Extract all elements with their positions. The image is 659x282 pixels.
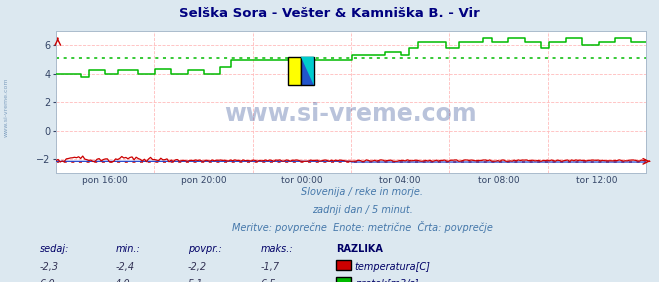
Text: -2,4: -2,4 [115, 262, 134, 272]
Polygon shape [301, 57, 314, 85]
Text: 5,1: 5,1 [188, 279, 204, 282]
Text: -2,2: -2,2 [188, 262, 207, 272]
Text: maks.:: maks.: [260, 244, 293, 254]
Text: 6,5: 6,5 [260, 279, 276, 282]
Text: temperatura[C]: temperatura[C] [355, 262, 430, 272]
Text: min.:: min.: [115, 244, 140, 254]
Text: povpr.:: povpr.: [188, 244, 221, 254]
Text: -2,3: -2,3 [40, 262, 59, 272]
Text: 4,0: 4,0 [115, 279, 131, 282]
FancyBboxPatch shape [301, 57, 314, 85]
Text: pretok[m3/s]: pretok[m3/s] [355, 279, 418, 282]
Text: 6,0: 6,0 [40, 279, 55, 282]
Text: www.si-vreme.com: www.si-vreme.com [225, 102, 477, 125]
FancyBboxPatch shape [288, 57, 301, 85]
Text: zadnji dan / 5 minut.: zadnji dan / 5 minut. [312, 205, 413, 215]
Text: Slovenija / reke in morje.: Slovenija / reke in morje. [301, 187, 424, 197]
Text: sedaj:: sedaj: [40, 244, 69, 254]
Text: -1,7: -1,7 [260, 262, 279, 272]
Text: RAZLIKA: RAZLIKA [336, 244, 383, 254]
Text: Selška Sora - Vešter & Kamniška B. - Vir: Selška Sora - Vešter & Kamniška B. - Vir [179, 7, 480, 20]
Text: Meritve: povprečne  Enote: metrične  Črta: povprečje: Meritve: povprečne Enote: metrične Črta:… [232, 221, 493, 233]
Text: www.si-vreme.com: www.si-vreme.com [4, 78, 9, 137]
